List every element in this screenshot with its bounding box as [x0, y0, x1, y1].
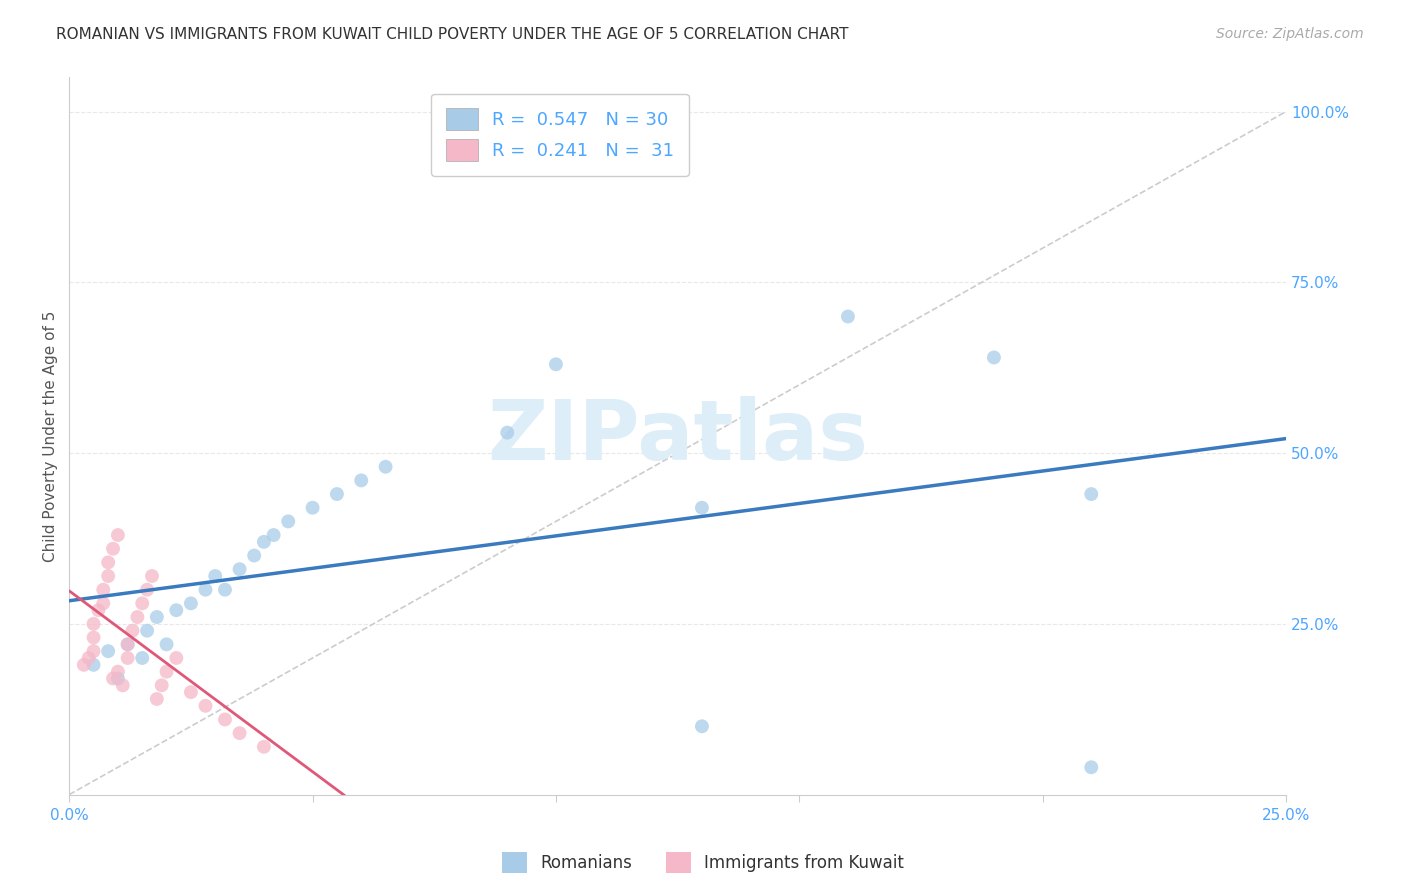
Point	[136, 624, 159, 638]
Point	[243, 549, 266, 563]
Point	[101, 672, 124, 686]
Point	[91, 596, 114, 610]
Point	[107, 528, 129, 542]
Point	[141, 569, 163, 583]
Point	[180, 596, 202, 610]
Point	[326, 487, 349, 501]
Point	[214, 582, 236, 597]
Point	[83, 631, 105, 645]
Point	[150, 678, 173, 692]
Point	[301, 500, 323, 515]
Point	[87, 603, 110, 617]
Point	[121, 624, 143, 638]
Point	[155, 637, 177, 651]
Point	[1080, 760, 1102, 774]
Point	[77, 651, 100, 665]
Point	[983, 351, 1005, 365]
Point	[194, 698, 217, 713]
Point	[97, 644, 120, 658]
Point	[73, 657, 96, 672]
Point	[117, 651, 139, 665]
Point	[117, 637, 139, 651]
Point	[136, 582, 159, 597]
Point	[374, 459, 396, 474]
Point	[107, 672, 129, 686]
Point	[180, 685, 202, 699]
Point	[165, 603, 187, 617]
Point	[253, 534, 276, 549]
Point	[131, 596, 153, 610]
Point	[194, 582, 217, 597]
Text: ROMANIAN VS IMMIGRANTS FROM KUWAIT CHILD POVERTY UNDER THE AGE OF 5 CORRELATION : ROMANIAN VS IMMIGRANTS FROM KUWAIT CHILD…	[56, 27, 849, 42]
Point	[101, 541, 124, 556]
Point	[263, 528, 285, 542]
Point	[146, 692, 169, 706]
Y-axis label: Child Poverty Under the Age of 5: Child Poverty Under the Age of 5	[44, 310, 58, 562]
Point	[204, 569, 226, 583]
Point	[155, 665, 177, 679]
Text: Source: ZipAtlas.com: Source: ZipAtlas.com	[1216, 27, 1364, 41]
Point	[214, 713, 236, 727]
Point	[1080, 487, 1102, 501]
Point	[496, 425, 519, 440]
Point	[117, 637, 139, 651]
Point	[228, 562, 250, 576]
Point	[544, 357, 567, 371]
Point	[83, 616, 105, 631]
Point	[146, 610, 169, 624]
Legend: Romanians, Immigrants from Kuwait: Romanians, Immigrants from Kuwait	[495, 846, 911, 880]
Point	[107, 665, 129, 679]
Point	[837, 310, 859, 324]
Point	[83, 644, 105, 658]
Point	[131, 651, 153, 665]
Point	[97, 555, 120, 569]
Point	[127, 610, 149, 624]
Point	[97, 569, 120, 583]
Point	[350, 474, 373, 488]
Point	[228, 726, 250, 740]
Point	[690, 719, 713, 733]
Point	[111, 678, 134, 692]
Point	[277, 515, 299, 529]
Point	[690, 500, 713, 515]
Point	[165, 651, 187, 665]
Point	[253, 739, 276, 754]
Text: ZIPatlas: ZIPatlas	[486, 395, 868, 476]
Point	[91, 582, 114, 597]
Point	[83, 657, 105, 672]
Legend: R =  0.547   N = 30, R =  0.241   N =  31: R = 0.547 N = 30, R = 0.241 N = 31	[432, 94, 689, 176]
